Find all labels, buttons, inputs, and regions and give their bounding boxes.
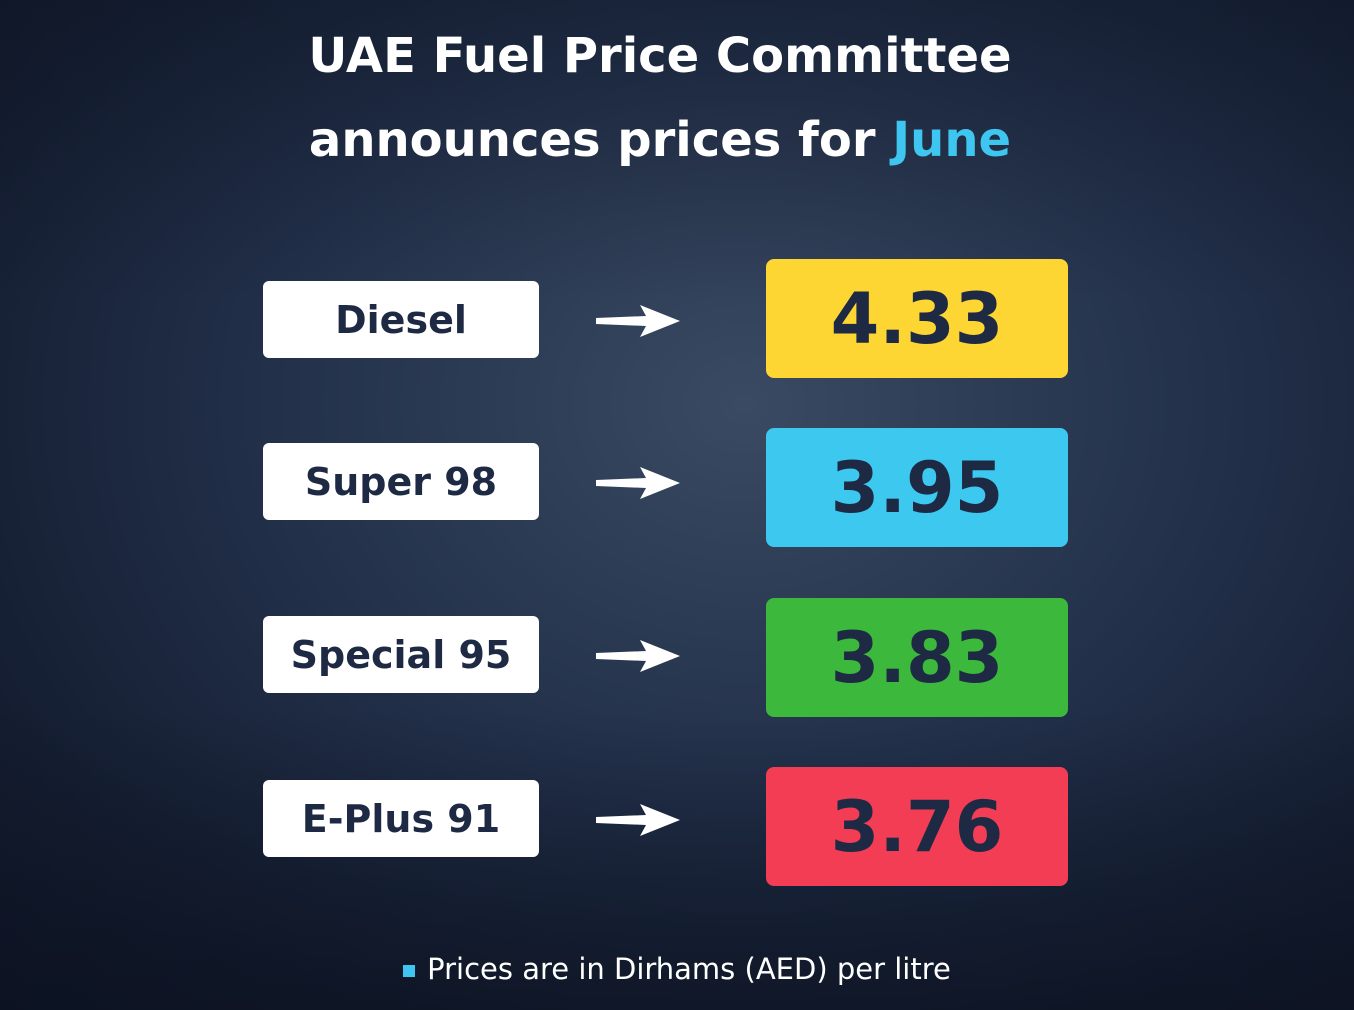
fuel-label: Super 98: [263, 443, 539, 520]
price-box: 3.83: [766, 598, 1068, 717]
title-month: June: [892, 112, 1012, 168]
fuel-label: Special 95: [263, 616, 539, 693]
title-line1: UAE Fuel Price Committee: [308, 28, 1012, 84]
arrow: [594, 636, 682, 676]
price-box: 4.33: [766, 259, 1068, 378]
title-line2: announces prices for June: [0, 112, 1320, 168]
bullet: [403, 965, 416, 977]
arrow: [594, 301, 682, 341]
footnote-text: Prices are in Dirhams (AED) per litre: [427, 952, 951, 986]
price-box: 3.95: [766, 428, 1068, 547]
footnote: Prices are in Dirhams (AED) per litre: [0, 952, 1354, 986]
arrow: [594, 463, 682, 503]
arrow: [594, 800, 682, 840]
arrow-icon: [596, 305, 680, 337]
arrow-icon: [596, 467, 680, 499]
arrow-icon: [596, 640, 680, 672]
fuel-label: Diesel: [263, 281, 539, 358]
title-text: announces prices for: [308, 112, 876, 168]
fuel-label: E-Plus 91: [263, 780, 539, 857]
arrow-icon: [596, 804, 680, 836]
price-box: 3.76: [766, 767, 1068, 886]
